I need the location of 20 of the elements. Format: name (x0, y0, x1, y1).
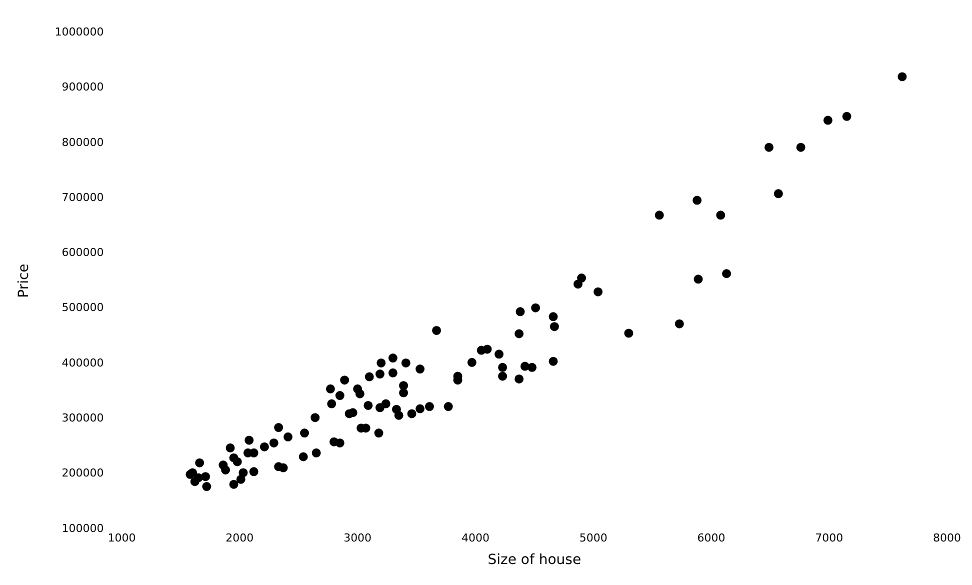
x-tick-label: 1000 (108, 531, 136, 544)
y-tick-label: 400000 (62, 356, 104, 370)
x-tick-label: 6000 (697, 531, 726, 544)
y-tick-label: 900000 (62, 80, 104, 94)
y-tick-label: 500000 (62, 301, 104, 314)
y-tick-label: 200000 (62, 466, 104, 480)
y-tick-label: 800000 (62, 136, 104, 149)
y-tick-label: 700000 (62, 190, 104, 204)
x-tick-label: 7000 (815, 531, 844, 544)
x-axis-title: Size of house (488, 552, 582, 568)
y-tick-label: 100000 (62, 522, 104, 535)
y-tick-label: 600000 (62, 246, 104, 260)
y-tick-label: 300000 (62, 412, 104, 425)
y-axis-title: Price (16, 264, 32, 298)
x-tick-label: 2000 (226, 531, 254, 544)
x-tick-label: 3000 (344, 531, 372, 544)
x-tick-label: 8000 (933, 531, 962, 544)
x-tick-label: 5000 (579, 531, 608, 544)
y-tick-label: 1000000 (54, 25, 104, 38)
x-tick-label: 4000 (461, 531, 490, 544)
